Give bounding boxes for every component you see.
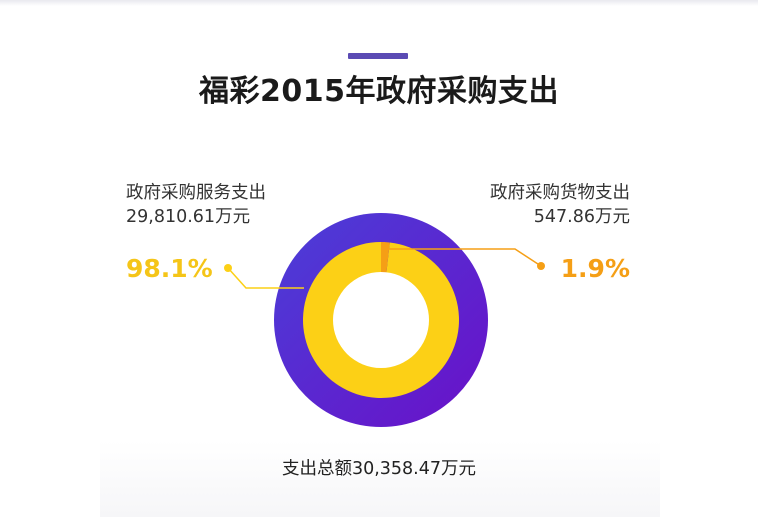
total-spending: 支出总额30,358.47万元 [281,459,477,479]
title-accent-bar [348,53,408,59]
chart-title: 福彩2015年政府采购支出 [199,74,559,109]
donut-hole [333,272,429,368]
goods-leader-line [383,242,542,267]
services-value: 29,810.61万元 [126,207,251,227]
services-percent: 98.1% [126,254,213,283]
total-background [100,440,660,517]
goods-leader-dot [537,262,545,270]
goods-value: 547.86万元 [533,207,630,227]
services-label: 政府采购服务支出 [126,183,266,203]
services-leader-dot [224,264,232,272]
goods-percent: 1.9% [560,254,630,283]
top-divider [0,0,758,6]
goods-label: 政府采购货物支出 [490,183,630,203]
services-leader-line [227,267,304,289]
